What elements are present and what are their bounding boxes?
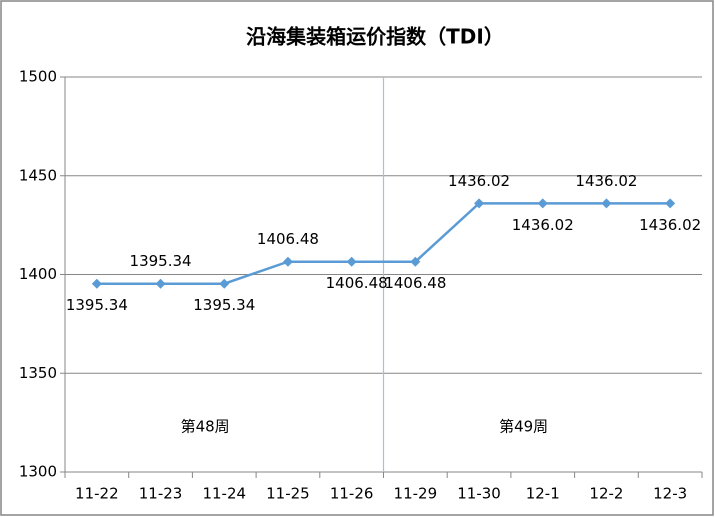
- y-tick-label: 1500: [19, 68, 57, 86]
- data-label: 1406.48: [384, 274, 446, 292]
- x-tick-label: 12-2: [589, 485, 623, 503]
- data-label: 1436.02: [512, 216, 574, 234]
- y-tick-label: 1350: [19, 364, 57, 382]
- point-marker: [410, 256, 421, 267]
- point-marker: [219, 278, 230, 289]
- x-tick-label: 12-1: [526, 485, 560, 503]
- x-tick-label: 11-22: [75, 485, 119, 503]
- point-marker: [537, 198, 548, 209]
- x-tick-label: 11-29: [394, 485, 438, 503]
- data-label: 1406.48: [257, 230, 319, 248]
- point-marker: [601, 198, 612, 209]
- x-tick-label: 11-30: [457, 485, 501, 503]
- data-label: 1436.02: [448, 172, 510, 190]
- x-tick-label: 11-26: [330, 485, 374, 503]
- data-label: 1436.02: [575, 172, 637, 190]
- point-marker: [665, 198, 676, 209]
- data-label: 1395.34: [130, 252, 192, 270]
- data-label: 1436.02: [639, 216, 701, 234]
- data-label: 1395.34: [193, 296, 255, 314]
- week-annotation: 第48周: [181, 418, 230, 436]
- point-marker: [155, 278, 166, 289]
- data-label: 1395.34: [66, 296, 128, 314]
- y-tick-label: 1400: [19, 265, 57, 283]
- point-marker: [91, 278, 102, 289]
- y-tick-label: 1300: [19, 463, 57, 481]
- x-tick-label: 11-24: [202, 485, 246, 503]
- x-tick-label: 11-25: [266, 485, 310, 503]
- data-label: 1406.48: [326, 274, 388, 292]
- point-marker: [474, 198, 485, 209]
- x-tick-label: 11-23: [139, 485, 183, 503]
- week-annotation: 第49周: [499, 418, 548, 436]
- x-tick-label: 12-3: [653, 485, 687, 503]
- point-marker: [346, 256, 357, 267]
- point-marker: [282, 256, 293, 267]
- series-line: [96, 202, 671, 285]
- chart-title: 沿海集装箱运价指数（TDI）: [246, 25, 504, 49]
- y-tick-label: 1450: [19, 166, 57, 184]
